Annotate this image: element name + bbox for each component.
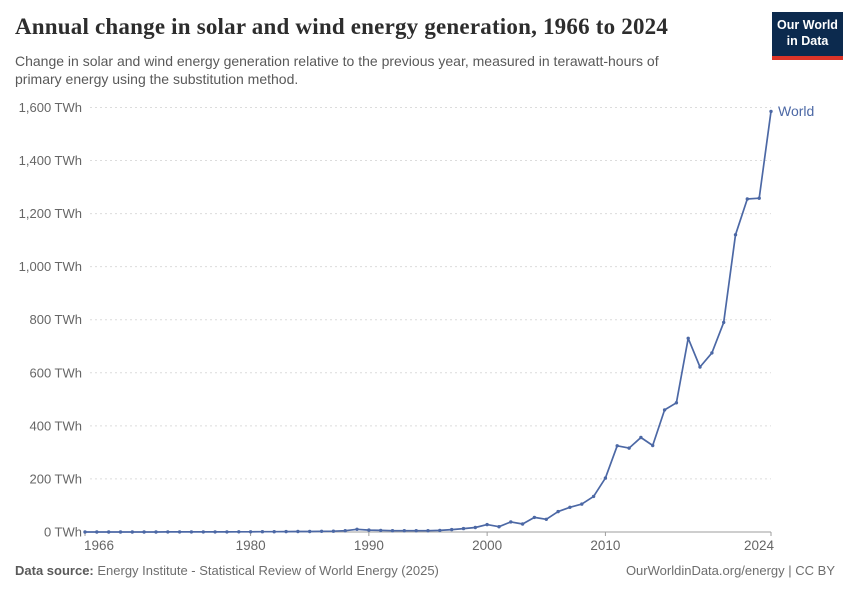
data-point — [367, 528, 371, 532]
data-point — [402, 529, 406, 533]
data-point — [757, 196, 761, 200]
data-point — [568, 505, 572, 509]
data-point — [438, 528, 442, 533]
data-point — [308, 529, 312, 534]
data-point — [284, 529, 288, 534]
x-axis-label: 2024 — [744, 538, 775, 553]
data-point — [237, 530, 241, 534]
data-point — [225, 530, 229, 534]
owid-logo: Our World in Data — [772, 12, 843, 60]
y-axis-label: 400 TWh — [29, 418, 82, 433]
data-source: Data source: Energy Institute - Statisti… — [15, 563, 439, 578]
data-point — [272, 530, 276, 534]
data-point — [698, 365, 702, 369]
data-point — [651, 443, 655, 448]
data-point — [166, 530, 170, 534]
y-axis-label: 1,400 TWh — [19, 153, 82, 168]
data-point — [603, 476, 608, 480]
data-source-text: Energy Institute - Statistical Review of… — [93, 563, 439, 578]
data-point — [674, 401, 679, 405]
owid-logo-line-2: in Data — [786, 34, 829, 48]
series-line-world[interactable] — [84, 110, 772, 533]
y-axis-label: 200 TWh — [29, 471, 82, 486]
data-point — [485, 522, 489, 527]
y-axis-label: 1,000 TWh — [19, 259, 82, 274]
data-point — [639, 435, 643, 440]
data-point — [379, 528, 383, 533]
subtitle-line-2: primary energy using the substitution me… — [15, 71, 299, 87]
data-point — [509, 520, 513, 524]
data-point — [710, 351, 714, 355]
data-point — [722, 320, 726, 325]
data-point — [296, 529, 300, 534]
owid-license-link[interactable]: OurWorldinData.org/energy | CC BY — [625, 563, 835, 578]
chart-subtitle: Change in solar and wind energy generati… — [15, 52, 745, 88]
data-point — [414, 529, 418, 533]
data-point — [154, 530, 158, 534]
y-axis-label: 800 TWh — [29, 312, 82, 327]
x-axis-label: 1966 — [84, 538, 114, 553]
data-point — [118, 530, 123, 534]
data-point — [745, 197, 749, 201]
data-point — [450, 527, 454, 532]
y-axis-label: 0 TWh — [44, 525, 82, 540]
data-point — [686, 336, 690, 340]
data-point — [319, 529, 324, 533]
data-point — [662, 408, 667, 412]
data-point — [497, 525, 501, 529]
data-point — [426, 529, 430, 533]
page-title: Annual change in solar and wind energy g… — [15, 14, 669, 39]
x-axis-label: 1990 — [354, 538, 384, 553]
data-point — [343, 529, 347, 533]
data-point — [177, 530, 182, 534]
y-axis-label: 1,600 TWh — [19, 100, 82, 115]
x-axis-label: 2010 — [590, 538, 620, 553]
data-point — [189, 530, 194, 534]
data-point — [544, 517, 548, 521]
data-point — [248, 530, 253, 534]
data-point — [580, 502, 584, 506]
data-point — [733, 233, 738, 237]
data-point — [355, 527, 359, 531]
owid-logo-line-1: Our World — [777, 18, 838, 32]
data-source-label: Data source: — [15, 563, 94, 578]
data-point — [520, 522, 525, 526]
x-axis-label: 1980 — [236, 538, 266, 553]
data-point — [532, 515, 537, 520]
data-point — [107, 530, 111, 534]
data-point — [83, 530, 87, 534]
subtitle-line-1: Change in solar and wind energy generati… — [15, 53, 659, 69]
data-point — [461, 526, 466, 531]
data-point — [130, 530, 134, 534]
data-point — [95, 530, 99, 534]
x-axis-label: 2000 — [472, 538, 502, 553]
data-point — [769, 109, 773, 114]
data-point — [615, 444, 619, 448]
series-label-world[interactable]: World — [778, 103, 814, 119]
y-axis-label: 1,200 TWh — [19, 206, 82, 221]
data-point — [260, 530, 265, 534]
data-point — [627, 446, 631, 450]
data-point — [390, 529, 395, 533]
data-point — [591, 494, 596, 499]
y-axis-label: 600 TWh — [29, 365, 82, 380]
data-point — [213, 530, 217, 534]
data-point — [473, 525, 477, 530]
chart-footer: Data source: Energy Institute - Statisti… — [15, 563, 835, 578]
data-point — [331, 529, 336, 533]
data-point — [142, 530, 146, 534]
data-point — [201, 530, 205, 534]
data-point — [556, 509, 560, 514]
